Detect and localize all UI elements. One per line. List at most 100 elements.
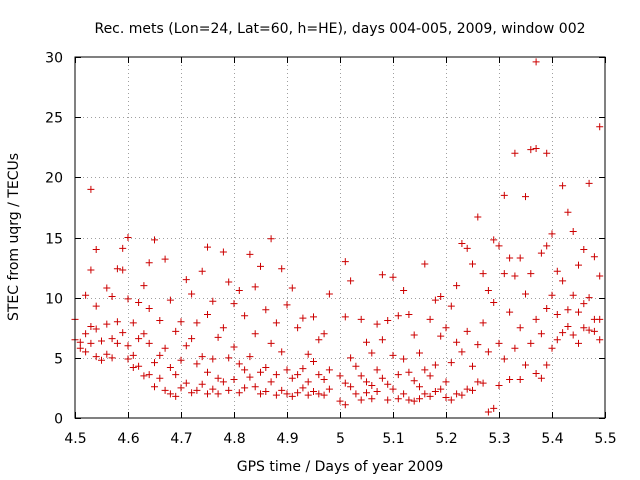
data-point bbox=[262, 388, 270, 396]
data-point bbox=[156, 317, 164, 325]
data-point bbox=[320, 375, 328, 383]
data-point bbox=[516, 254, 524, 262]
data-point bbox=[161, 344, 169, 352]
data-point bbox=[257, 390, 264, 398]
data-point bbox=[103, 284, 111, 292]
data-point bbox=[585, 179, 593, 187]
data-point bbox=[272, 391, 280, 399]
data-point bbox=[225, 386, 233, 394]
data-point bbox=[341, 379, 349, 387]
data-point bbox=[421, 390, 429, 398]
data-point bbox=[92, 325, 100, 333]
data-point bbox=[347, 277, 355, 285]
data-point bbox=[543, 149, 551, 157]
data-point bbox=[219, 378, 227, 386]
data-point bbox=[204, 390, 211, 398]
data-point bbox=[596, 123, 604, 131]
data-point bbox=[310, 388, 317, 396]
data-point bbox=[585, 326, 593, 334]
data-point bbox=[569, 227, 577, 235]
data-point bbox=[235, 389, 243, 397]
data-point bbox=[527, 270, 535, 278]
data-point bbox=[299, 314, 307, 322]
data-point bbox=[474, 213, 482, 221]
data-point bbox=[92, 353, 100, 361]
data-point bbox=[241, 384, 249, 392]
plot-frame bbox=[74, 56, 606, 419]
data-point bbox=[442, 324, 450, 332]
data-point bbox=[495, 339, 503, 347]
data-point bbox=[135, 362, 143, 370]
data-point bbox=[198, 267, 206, 275]
data-point bbox=[241, 312, 249, 320]
data-point bbox=[129, 351, 137, 359]
data-point bbox=[304, 378, 312, 386]
data-point bbox=[453, 282, 461, 290]
data-point bbox=[246, 250, 254, 258]
data-point bbox=[304, 391, 312, 399]
data-point bbox=[172, 327, 180, 335]
data-point bbox=[559, 277, 567, 285]
data-point bbox=[288, 284, 296, 292]
data-point bbox=[490, 404, 498, 412]
data-point bbox=[553, 336, 561, 344]
data-point bbox=[389, 385, 397, 393]
data-point bbox=[363, 338, 370, 346]
data-point bbox=[98, 356, 105, 364]
chart-title: Rec. mets (Lon=24, Lat=60, h=HE), days 0… bbox=[94, 21, 585, 37]
data-point bbox=[373, 366, 381, 374]
data-point bbox=[590, 327, 598, 335]
data-point bbox=[596, 272, 604, 280]
data-point bbox=[278, 348, 286, 356]
data-point bbox=[124, 355, 132, 363]
data-point bbox=[188, 389, 196, 397]
data-point bbox=[378, 336, 386, 344]
data-point bbox=[294, 389, 302, 397]
data-point bbox=[447, 359, 455, 367]
data-point bbox=[341, 258, 349, 266]
data-point bbox=[140, 372, 148, 380]
data-point bbox=[129, 319, 137, 327]
data-point bbox=[262, 363, 270, 371]
data-point bbox=[522, 193, 529, 201]
y-tick-label: 5 bbox=[54, 352, 63, 368]
data-point bbox=[124, 295, 132, 303]
y-tick-label: 0 bbox=[54, 412, 63, 428]
data-point bbox=[108, 335, 116, 343]
data-points bbox=[71, 58, 604, 416]
data-point bbox=[288, 392, 296, 400]
data-point bbox=[516, 324, 524, 332]
data-point bbox=[193, 360, 201, 368]
data-point bbox=[108, 354, 116, 362]
data-point bbox=[490, 236, 498, 244]
data-point bbox=[373, 388, 381, 396]
data-point bbox=[145, 304, 153, 312]
data-point bbox=[506, 375, 514, 383]
data-point bbox=[442, 378, 450, 386]
x-tick-label: 4.5 bbox=[64, 431, 86, 447]
data-point bbox=[506, 254, 514, 262]
data-point bbox=[368, 382, 376, 390]
data-point bbox=[87, 339, 95, 347]
data-point bbox=[500, 355, 508, 363]
data-point bbox=[575, 339, 582, 347]
data-point bbox=[394, 312, 402, 320]
data-point bbox=[511, 149, 519, 157]
data-point bbox=[405, 311, 413, 319]
data-point bbox=[426, 372, 434, 380]
data-point bbox=[182, 342, 190, 350]
data-point bbox=[246, 353, 254, 361]
data-point bbox=[188, 290, 196, 298]
data-point bbox=[166, 363, 174, 371]
data-point bbox=[384, 396, 392, 404]
data-point bbox=[352, 362, 360, 370]
data-point bbox=[569, 291, 577, 299]
data-point bbox=[469, 386, 476, 394]
data-point bbox=[405, 368, 413, 376]
data-point bbox=[214, 333, 222, 341]
data-point bbox=[161, 255, 169, 263]
data-point bbox=[580, 324, 588, 332]
data-point bbox=[394, 371, 402, 379]
data-point bbox=[272, 319, 280, 327]
